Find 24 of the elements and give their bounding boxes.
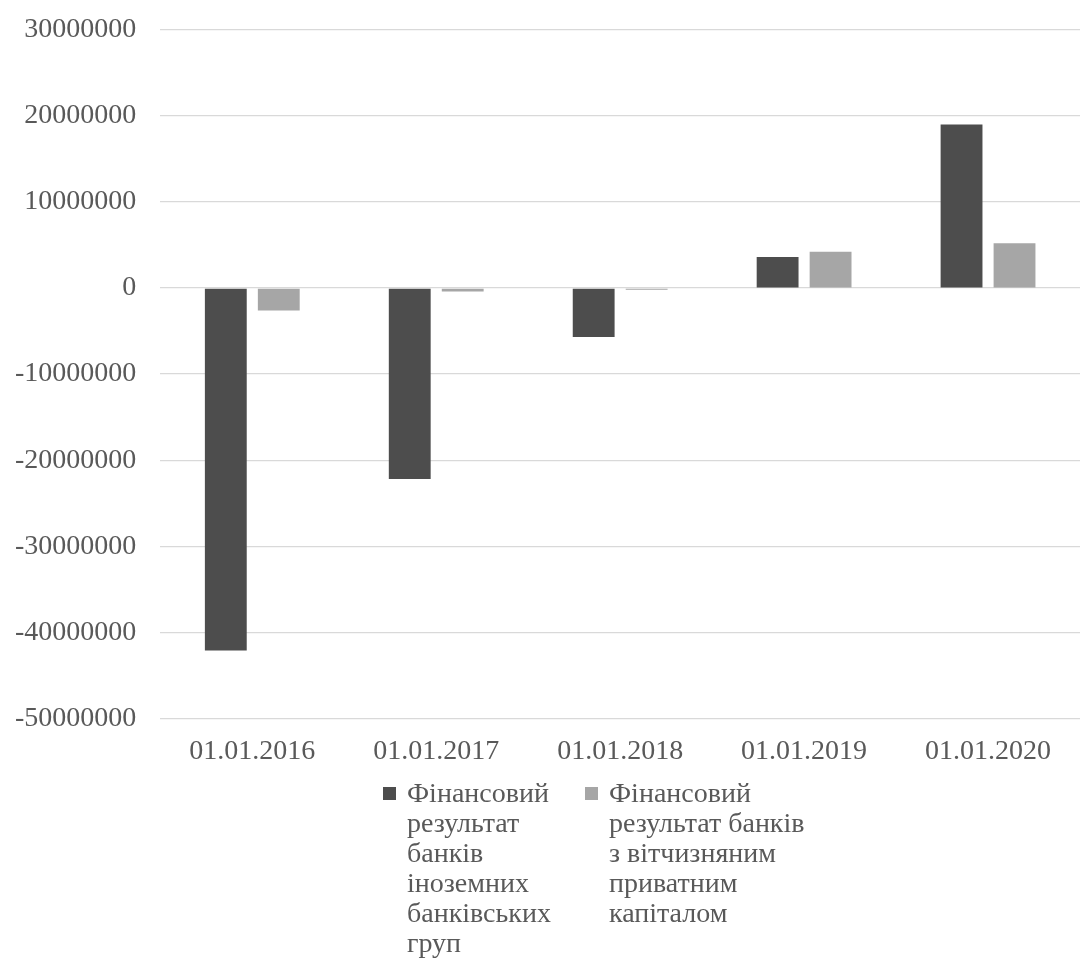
x-tick-label: 01.01.2016 bbox=[189, 733, 316, 765]
bar bbox=[572, 288, 615, 338]
y-tick-label: -20000000 bbox=[15, 442, 137, 474]
x-tick-label: 01.01.2018 bbox=[557, 733, 684, 765]
y-tick-label: 20000000 bbox=[24, 98, 137, 130]
x-tick-label: 01.01.2017 bbox=[373, 733, 500, 765]
bar bbox=[388, 288, 431, 480]
x-tick-label: 01.01.2019 bbox=[741, 733, 868, 765]
bar bbox=[257, 288, 300, 311]
bar bbox=[756, 257, 799, 288]
legend-label: Фінансовий результат банків іноземних банківських груп bbox=[407, 777, 552, 958]
bar bbox=[940, 124, 983, 288]
y-tick-label: -40000000 bbox=[15, 614, 137, 646]
legend-label: Фінансовий результат банків з вітчизняним приватним капіталом bbox=[609, 777, 806, 928]
y-tick-label: 0 bbox=[122, 270, 137, 302]
bar bbox=[809, 251, 852, 288]
y-tick-label: -10000000 bbox=[15, 356, 137, 388]
x-tick-label: 01.01.2020 bbox=[925, 733, 1052, 765]
y-tick-label: 30000000 bbox=[24, 12, 137, 44]
bar bbox=[993, 243, 1036, 288]
y-tick-label: 10000000 bbox=[24, 184, 137, 216]
y-tick-label: -30000000 bbox=[15, 528, 137, 560]
bar bbox=[204, 288, 247, 651]
y-tick-label: -50000000 bbox=[15, 700, 137, 732]
